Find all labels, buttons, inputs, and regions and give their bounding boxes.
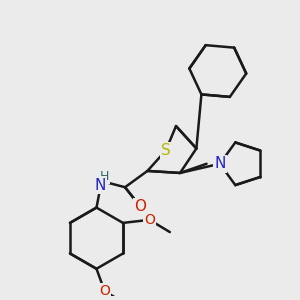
Text: S: S	[161, 143, 171, 158]
Text: O: O	[134, 199, 146, 214]
Text: N: N	[95, 178, 106, 193]
Text: O: O	[99, 284, 110, 298]
Text: H: H	[100, 169, 109, 182]
Text: O: O	[144, 213, 155, 227]
Text: N: N	[214, 156, 226, 171]
